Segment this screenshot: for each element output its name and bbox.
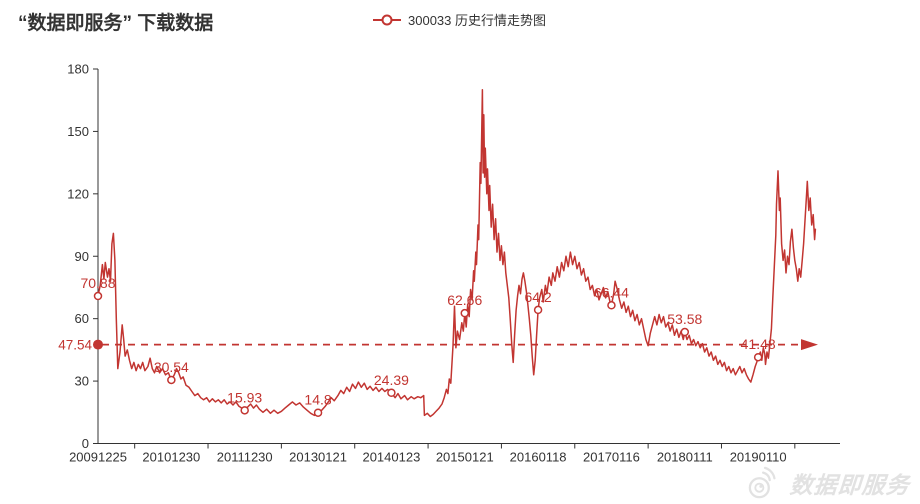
y-axis-tick-label: 30: [75, 374, 89, 389]
x-axis-tick-label: 20160118: [510, 450, 567, 465]
data-point-label: 64.2: [524, 289, 551, 305]
x-axis-tick-label: 20150121: [436, 450, 494, 465]
x-axis-tick-label: 20130121: [289, 450, 347, 465]
data-point-label: 14.8: [304, 392, 331, 408]
x-axis-tick-label: 20091225: [69, 450, 127, 465]
data-point-label: 41.48: [741, 336, 776, 352]
reference-start-dot: [93, 339, 103, 350]
watermark-text: 数据即服务: [788, 472, 911, 498]
reference-line-label: 47.54: [58, 338, 92, 353]
weibo-icon: [748, 466, 776, 499]
data-point-marker: [460, 308, 469, 318]
watermark: 数据即服务: [746, 466, 911, 500]
data-point-marker: [607, 301, 616, 310]
data-point-marker: [313, 408, 323, 417]
x-axis-tick-label: 20170116: [583, 450, 640, 465]
data-point-label: 66.44: [594, 284, 629, 300]
reference-line: 47.54: [58, 338, 818, 353]
price-line: [97, 89, 817, 418]
data-point-marker: [680, 327, 690, 337]
reference-arrow-icon: [801, 339, 818, 351]
data-point-marker: [93, 291, 103, 301]
axes: 0 30 60 90 120 150 180 20091225 20101230 20111230…: [67, 62, 840, 465]
x-axis-tick-label: 20111230: [217, 450, 273, 465]
data-point-marker: [167, 375, 176, 385]
data-point-marker: [753, 352, 763, 362]
y-axis-tick-label: 60: [75, 311, 89, 326]
y-axis-tick-label: 0: [82, 436, 89, 451]
y-axis-tick-label: 150: [67, 124, 89, 139]
data-point-marker: [240, 406, 249, 415]
legend-item[interactable]: 300033 历史行情走势图: [372, 10, 546, 29]
data-point-label: 15.93: [227, 389, 262, 405]
y-axis-tick-label: 120: [67, 186, 89, 201]
data-point-label: 30.54: [154, 359, 189, 375]
data-point-label: 62.66: [447, 292, 482, 308]
x-axis-tick-label: 20140123: [362, 450, 420, 465]
legend-label: 300033 历史行情走势图: [408, 13, 546, 28]
x-axis-tick-label: 20180111: [657, 450, 713, 465]
data-point-label: 24.39: [374, 372, 409, 388]
data-point-marker: [387, 388, 396, 398]
y-axis-tick-label: 180: [67, 62, 89, 77]
y-axis-tick-label: 90: [75, 249, 89, 264]
data-point-label: 70.88: [80, 275, 115, 291]
point-labels: 70.88 30.54 15.93 14.8 24.39 62.66 64.2 66.44 53…: [80, 275, 776, 417]
x-axis-tick-label: 20101230: [142, 450, 200, 465]
data-point-marker: [533, 305, 543, 315]
data-point-label: 53.58: [667, 311, 702, 327]
line-series-icon: [373, 14, 401, 25]
x-axis-tick-label: 20190110: [730, 450, 787, 465]
page-title: “数据即服务” 下载数据: [18, 13, 214, 34]
